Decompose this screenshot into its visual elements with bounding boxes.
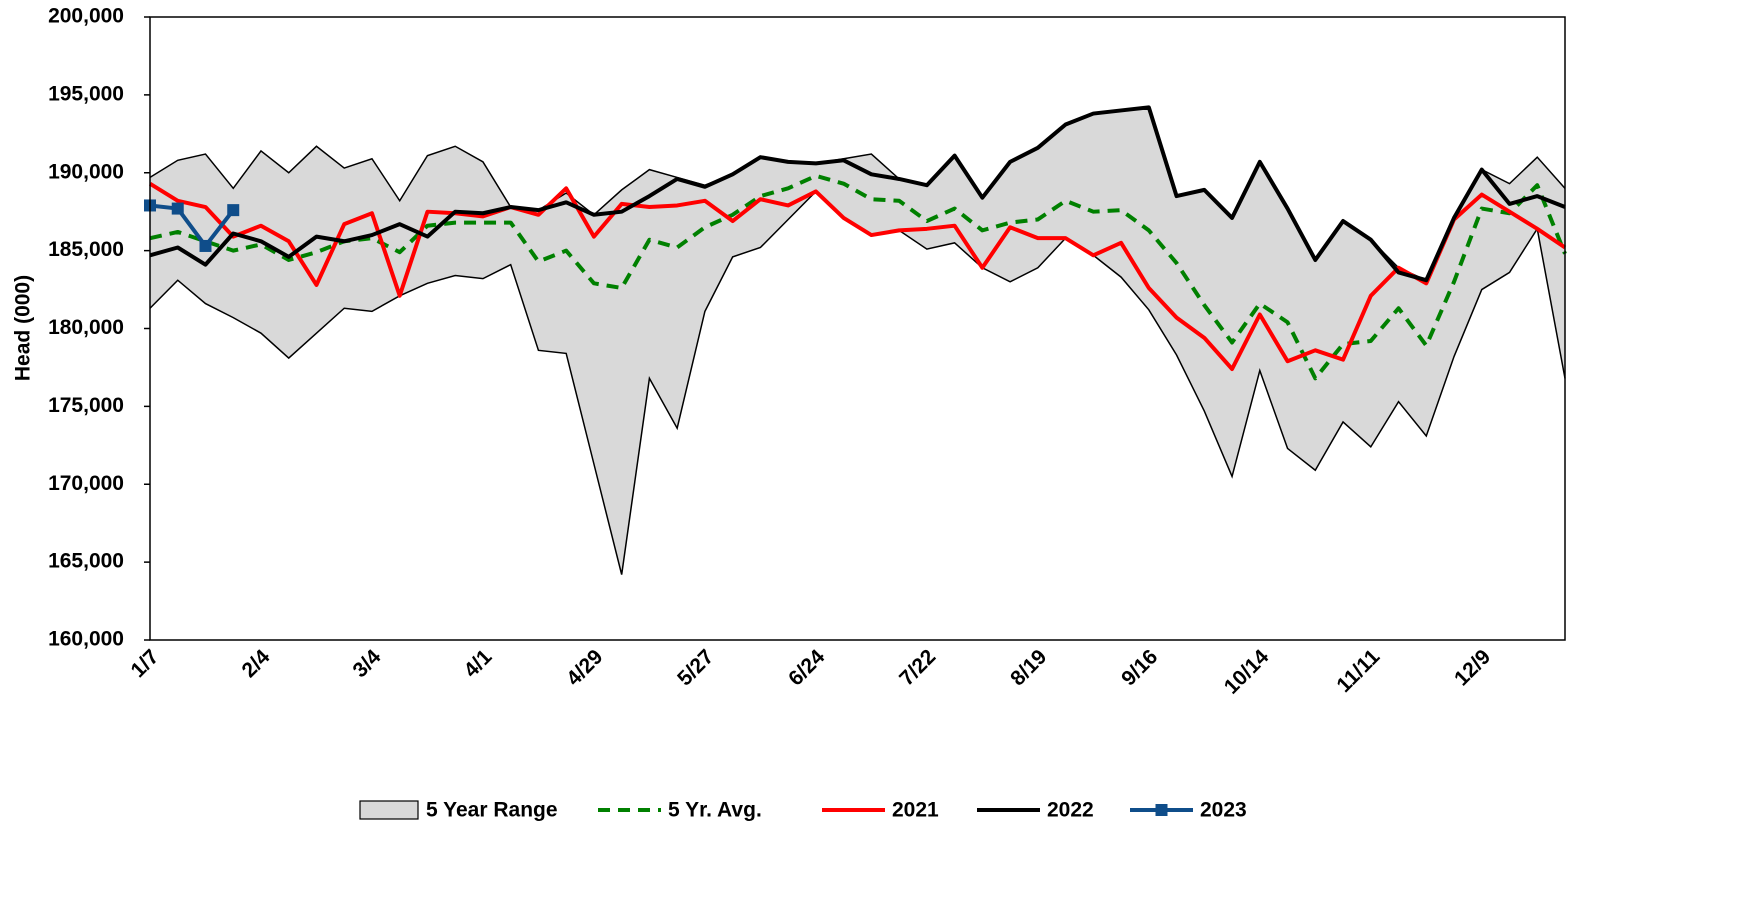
legend-item: 5 Yr. Avg. xyxy=(598,799,762,822)
x-tick-label: 12/9 xyxy=(1450,645,1495,690)
legend-label: 5 Year Range xyxy=(426,799,558,822)
x-tick-label: 2/4 xyxy=(238,645,275,682)
legend-item: 2022 xyxy=(977,799,1094,822)
legend-swatch xyxy=(359,800,419,820)
y-tick-label: 165,000 xyxy=(48,550,124,573)
x-tick-label: 8/19 xyxy=(1006,645,1051,690)
legend-label: 2023 xyxy=(1200,799,1247,822)
y-tick-label: 175,000 xyxy=(48,394,124,417)
series-marker xyxy=(227,204,240,217)
legend-label: 2021 xyxy=(892,799,939,822)
x-tick-label: 11/11 xyxy=(1332,645,1384,697)
x-tick-label: 3/4 xyxy=(349,645,386,682)
y-tick-label: 185,000 xyxy=(48,238,124,261)
y-axis-title: Head (000) xyxy=(12,275,35,381)
legend-item: 5 Year Range xyxy=(359,799,558,822)
x-tick-label: 10/14 xyxy=(1220,645,1274,699)
legend-marker xyxy=(1155,804,1168,816)
x-tick-label: 7/22 xyxy=(895,645,940,690)
y-tick-label: 195,000 xyxy=(48,82,124,105)
x-tick-label: 5/27 xyxy=(673,645,718,690)
series-line xyxy=(148,181,1567,371)
y-tick-label: 200,000 xyxy=(48,5,124,28)
legend-item: 2021 xyxy=(822,799,939,822)
series-line xyxy=(149,173,1567,381)
range-area xyxy=(150,107,1565,575)
series-line xyxy=(149,105,1566,283)
y-tick-label: 180,000 xyxy=(48,316,124,339)
y-tick-label: 170,000 xyxy=(48,472,124,495)
x-tick-label: 4/1 xyxy=(459,645,496,682)
x-tick-label: 9/16 xyxy=(1117,645,1162,690)
x-tick-label: 6/24 xyxy=(784,645,829,690)
series-marker xyxy=(171,202,184,215)
legend-label: 2022 xyxy=(1047,799,1094,822)
plot-frame xyxy=(149,16,1566,641)
legend-item: 2023 xyxy=(1130,799,1247,822)
series-line xyxy=(149,203,235,248)
legend-label: 5 Yr. Avg. xyxy=(668,799,762,822)
x-tick-label: 4/29 xyxy=(562,645,607,690)
y-tick-label: 160,000 xyxy=(48,628,124,651)
series-marker xyxy=(199,239,212,252)
x-tick-label: 1/7 xyxy=(127,645,164,682)
y-tick-label: 190,000 xyxy=(48,160,124,183)
